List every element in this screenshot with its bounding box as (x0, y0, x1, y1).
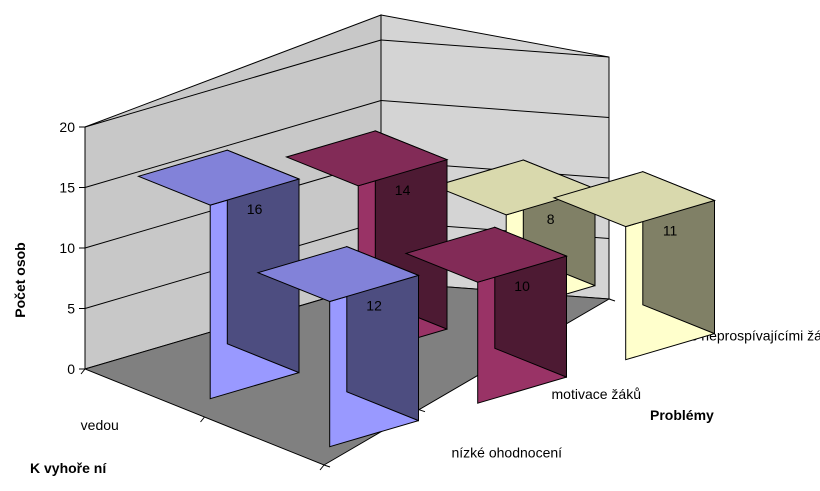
z-tick-mark (609, 299, 615, 301)
series-label: motivace žáků (552, 386, 641, 402)
x-tick-mark (320, 465, 324, 470)
data-label: 10 (514, 278, 530, 294)
data-label: 12 (366, 297, 382, 313)
y-axis-title: Počet osob (12, 242, 28, 317)
data-label: 8 (547, 211, 555, 227)
y-tick-label: 15 (59, 180, 75, 196)
x-tick-mark (81, 369, 85, 374)
data-label: 16 (247, 201, 263, 217)
y-tick-label: 20 (59, 119, 75, 135)
y-tick-label: 10 (59, 240, 75, 256)
y-tick-label: 0 (67, 361, 75, 377)
series-label: nízké ohodnocení (452, 444, 563, 460)
z-axis-title: Problémy (650, 407, 714, 423)
category-label: vedou (81, 417, 119, 433)
data-label: 14 (395, 182, 411, 198)
data-label: 11 (663, 223, 678, 239)
y-tick-label: 5 (67, 301, 75, 317)
z-tick-mark (324, 465, 330, 467)
x-tick-mark (201, 417, 205, 422)
x-axis-title: K vyhoře ní (30, 460, 107, 476)
z-tick-mark (419, 410, 425, 412)
